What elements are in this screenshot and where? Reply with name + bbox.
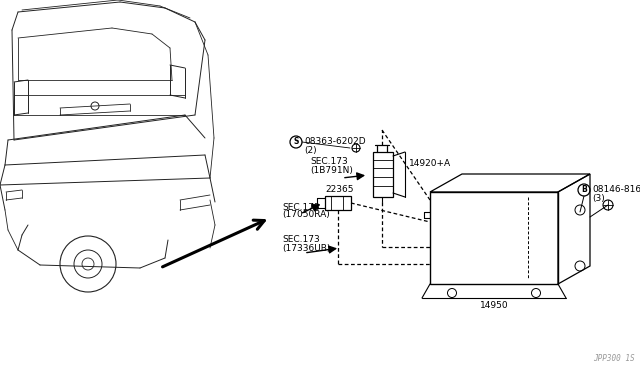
Bar [373, 152, 393, 197]
Text: 22365: 22365 [325, 186, 353, 195]
Text: (17336UB): (17336UB) [282, 244, 330, 253]
Text: (1B791N): (1B791N) [310, 166, 353, 174]
Text: 08363-6202D: 08363-6202D [304, 138, 365, 147]
Text: 08146-8162G: 08146-8162G [592, 186, 640, 195]
Bar [430, 192, 558, 284]
Text: SEC.173: SEC.173 [282, 235, 320, 244]
Text: SEC.173: SEC.173 [282, 202, 320, 212]
Text: B: B [581, 186, 587, 195]
Text: (3): (3) [592, 193, 605, 202]
Text: (17050RA): (17050RA) [282, 211, 330, 219]
Text: 14950: 14950 [480, 301, 508, 311]
Text: SEC.173: SEC.173 [310, 157, 348, 167]
Bar [325, 196, 351, 210]
Text: (2): (2) [304, 145, 317, 154]
Text: S: S [293, 138, 299, 147]
Text: 14920+A: 14920+A [409, 160, 451, 169]
Text: JPP300 1S: JPP300 1S [593, 354, 635, 363]
